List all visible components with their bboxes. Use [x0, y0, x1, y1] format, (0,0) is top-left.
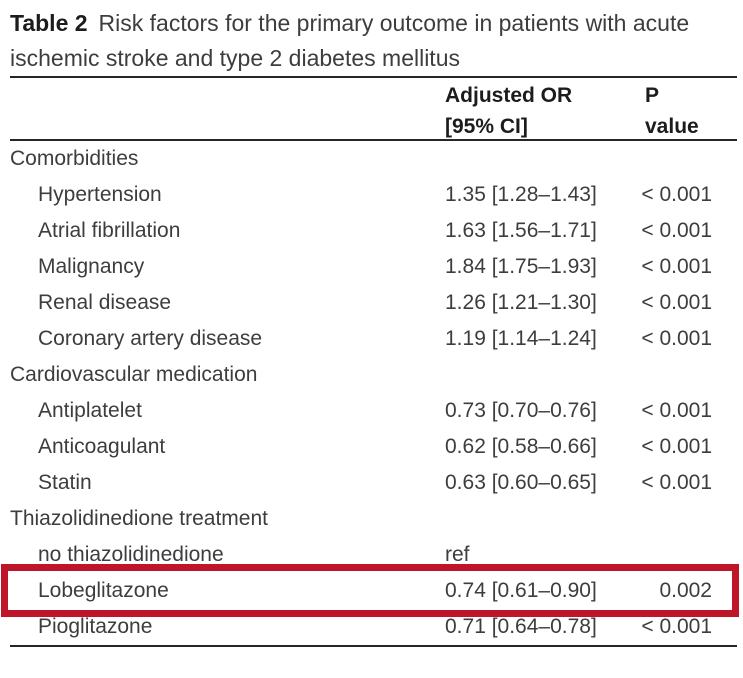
table-row-hypertension: Hypertension 1.35 [1.28–1.43] < 0.001 [10, 177, 737, 213]
table-row-section-cardiovascular-medication: Cardiovascular medication [10, 357, 737, 393]
table-row-renal-disease: Renal disease 1.26 [1.21–1.30] < 0.001 [10, 285, 737, 321]
row-or-value: 0.62 [0.58–0.66] [445, 435, 597, 458]
table-body: Comorbidities Hypertension 1.35 [1.28–1.… [10, 141, 737, 645]
row-label: Coronary artery disease [38, 327, 263, 350]
table-caption: Risk factors for the primary outcome in … [10, 10, 690, 71]
row-label: Cardiovascular medication [10, 363, 258, 386]
table-row-section-comorbidities: Comorbidities [10, 141, 737, 177]
table-title: Table 2 Risk factors for the primary outc… [10, 6, 735, 76]
row-or-value: 1.35 [1.28–1.43] [445, 183, 597, 206]
row-label: Lobeglitazone [38, 579, 169, 602]
row-p-value: < 0.001 [641, 399, 712, 422]
header-rule [10, 139, 737, 141]
row-p-value: < 0.001 [641, 291, 712, 314]
row-label: Comorbidities [10, 147, 139, 170]
table-row-coronary-artery-disease: Coronary artery disease 1.19 [1.14–1.24]… [10, 321, 737, 357]
row-label: Antiplatelet [38, 399, 142, 422]
table-row-section-thiazolidinedione-treatment: Thiazolidinedione treatment [10, 501, 737, 537]
row-label: Renal disease [38, 291, 172, 314]
row-p-value: < 0.001 [641, 219, 712, 242]
row-p-value: < 0.001 [641, 471, 712, 494]
row-label: Pioglitazone [38, 615, 153, 638]
table-row-lobeglitazone: Lobeglitazone 0.74 [0.61–0.90] 0.002 [10, 573, 737, 609]
row-or-value: 0.71 [0.64–0.78] [445, 615, 597, 638]
table-row-no-thiazolidinedione: no thiazolidinedione ref [10, 537, 737, 573]
row-label: Hypertension [38, 183, 162, 206]
table-row-malignancy: Malignancy 1.84 [1.75–1.93] < 0.001 [10, 249, 737, 285]
row-or-value: 1.63 [1.56–1.71] [445, 219, 597, 242]
top-rule [10, 76, 737, 78]
row-p-value: < 0.001 [641, 327, 712, 350]
row-or-value: ref [445, 543, 470, 566]
table-row-pioglitazone: Pioglitazone 0.71 [0.64–0.78] < 0.001 [10, 609, 737, 645]
row-p-value: < 0.001 [641, 255, 712, 278]
bottom-rule [10, 645, 737, 647]
row-p-value: 0.002 [659, 579, 712, 602]
table-row-antiplatelet: Antiplatelet 0.73 [0.70–0.76] < 0.001 [10, 393, 737, 429]
row-p-value: < 0.001 [641, 183, 712, 206]
row-p-value: < 0.001 [641, 615, 712, 638]
table-row-atrial-fibrillation: Atrial fibrillation 1.63 [1.56–1.71] < 0… [10, 213, 737, 249]
row-label: Anticoagulant [38, 435, 166, 458]
table-row-statin: Statin 0.63 [0.60–0.65] < 0.001 [10, 465, 737, 501]
column-header-p-value: P value [645, 84, 699, 138]
row-label: Malignancy [38, 255, 145, 278]
row-or-value: 1.26 [1.21–1.30] [445, 291, 597, 314]
row-p-value: < 0.001 [641, 435, 712, 458]
table-row-anticoagulant: Anticoagulant 0.62 [0.58–0.66] < 0.001 [10, 429, 737, 465]
column-header-adjusted-or: Adjusted OR [95% CI] [445, 84, 573, 138]
row-or-value: 1.19 [1.14–1.24] [445, 327, 597, 350]
row-label: Atrial fibrillation [38, 219, 181, 242]
row-label: Statin [38, 471, 92, 494]
row-label: no thiazolidinedione [38, 543, 224, 566]
row-or-value: 0.63 [0.60–0.65] [445, 471, 597, 494]
row-or-value: 0.74 [0.61–0.90] [445, 579, 597, 602]
row-or-value: 1.84 [1.75–1.93] [445, 255, 597, 278]
row-or-value: 0.73 [0.70–0.76] [445, 399, 597, 422]
row-label: Thiazolidinedione treatment [10, 507, 268, 530]
table-number-label: Table 2 [10, 10, 88, 36]
